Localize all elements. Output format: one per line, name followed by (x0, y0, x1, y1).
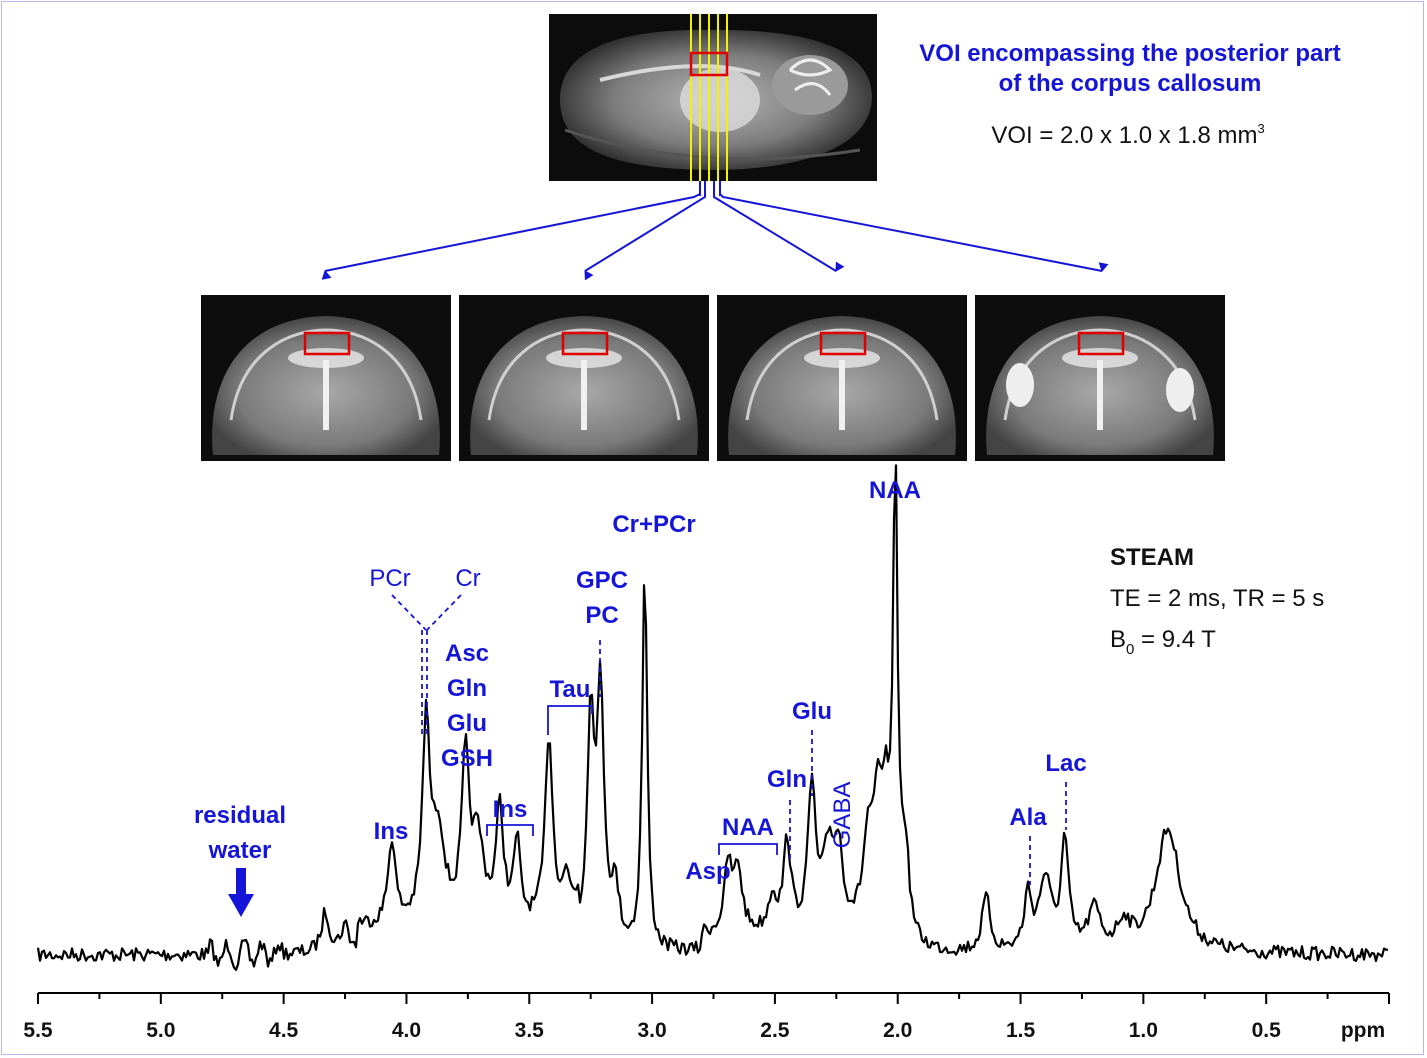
slice-position-lines (690, 14, 728, 181)
label-gln-a: Gln (447, 675, 487, 702)
axis-tick-label: 5.0 (146, 1019, 175, 1042)
label-pcr: PCr (369, 565, 410, 592)
voi-dimensions: VOI = 2.0 x 1.0 x 1.8 mm3 (991, 121, 1264, 149)
ppm-unit-label: ppm (1341, 1019, 1385, 1042)
axis-tick-label: 2.5 (760, 1019, 790, 1042)
label-gsh: GSH (441, 745, 493, 772)
voi-box-coronal-4 (1077, 331, 1125, 356)
label-gln-b: Gln (767, 766, 807, 793)
ppm-axis: 5.5 5.0 4.5 4.0 3.5 3.0 2.5 2.0 1.5 1.0 0.5 ppm (23, 992, 1390, 1042)
spectrum-line (36, 464, 1389, 971)
label-glu-b: Glu (792, 698, 832, 725)
label-tau: Tau (550, 676, 591, 703)
voi-box-coronal-1 (303, 331, 351, 356)
coronal-mri-image-1 (201, 295, 451, 461)
slice-arrows (321, 193, 1109, 281)
label-naa-main: NAA (869, 477, 921, 504)
field-strength-label: B0 = 9.4 T (1110, 626, 1216, 658)
axis-tick-label: 4.5 (269, 1019, 299, 1042)
coronal-mri-image-2 (459, 295, 709, 461)
axis-tick-label: 1.0 (1129, 1019, 1158, 1042)
sequence-label: STEAM (1110, 544, 1194, 571)
axis-tick-label: 3.0 (637, 1019, 666, 1042)
label-asp: Asp (685, 858, 730, 885)
axis-tick-label: 1.5 (1006, 1019, 1036, 1042)
voi-box-coronal-2 (561, 331, 609, 356)
axis-tick-label: 2.0 (883, 1019, 912, 1042)
label-cr-pcr: Cr+PCr (612, 511, 695, 538)
label-glu-a: Glu (447, 710, 487, 737)
label-residual-line2: water (208, 837, 272, 864)
coronal-mri-image-4 (975, 295, 1225, 461)
voi-title-line2: of the corpus callosum (999, 70, 1262, 97)
voi-box-coronal-3 (819, 331, 867, 356)
label-cr: Cr (455, 565, 480, 592)
label-lac: Lac (1045, 750, 1086, 777)
te-tr-label: TE = 2 ms, TR = 5 s (1110, 585, 1324, 612)
label-asc: Asc (445, 640, 489, 667)
label-ala: Ala (1009, 804, 1047, 831)
voi-box-sagittal (689, 51, 729, 77)
sagittal-mri-image (549, 14, 877, 181)
label-gaba: GABA (829, 782, 856, 849)
axis-tick-label: 4.0 (392, 1019, 421, 1042)
axis-tick-label: 0.5 (1252, 1019, 1282, 1042)
axis-tick-label: 3.5 (515, 1019, 545, 1042)
peak-markers (391, 594, 1067, 885)
coronal-mri-image-3 (717, 295, 967, 461)
label-gpc: GPC (576, 567, 628, 594)
label-ins-a: Ins (374, 818, 409, 845)
residual-water-arrow-icon (228, 868, 254, 917)
label-ins-b: Ins (493, 796, 528, 823)
label-naa-small: NAA (722, 814, 774, 841)
voi-title-line1: VOI encompassing the posterior part (919, 40, 1340, 67)
axis-tick-label: 5.5 (23, 1019, 53, 1042)
label-pc: PC (585, 602, 618, 629)
slice-arrow-stubs (699, 181, 721, 196)
label-residual-line1: residual (194, 802, 286, 829)
